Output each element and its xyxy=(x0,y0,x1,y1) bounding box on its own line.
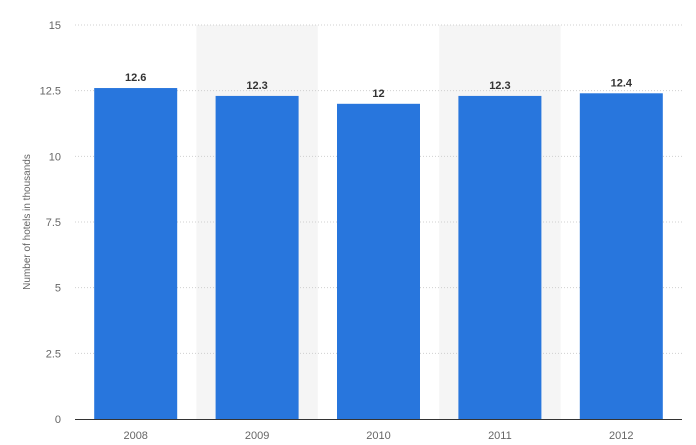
bars xyxy=(94,88,663,420)
data-label: 12.6 xyxy=(125,72,146,84)
x-axis-ticks: 2008 2009 2010 2011 2012 xyxy=(123,430,633,442)
y-tick-label: 0 xyxy=(55,414,61,426)
x-tick-label: 2010 xyxy=(366,430,390,442)
data-labels: 12.6 12.3 12 12.3 12.4 xyxy=(125,72,633,100)
y-tick-label: 2.5 xyxy=(46,348,61,360)
bar-2008[interactable] xyxy=(94,88,178,419)
y-tick-label: 5 xyxy=(55,283,61,295)
y-tick-label: 10 xyxy=(49,151,61,163)
bar-2009[interactable] xyxy=(215,95,299,420)
x-tick-label: 2012 xyxy=(609,430,633,442)
data-label: 12.3 xyxy=(489,80,510,92)
y-tick-label: 7.5 xyxy=(46,217,61,229)
data-label: 12.3 xyxy=(246,80,267,92)
x-tick-label: 2011 xyxy=(488,430,512,442)
y-tick-label: 15 xyxy=(49,20,61,32)
y-axis-ticks: 0 2.5 5 7.5 10 12.5 15 xyxy=(40,20,61,426)
bar-2012[interactable] xyxy=(579,93,663,419)
data-label: 12 xyxy=(372,88,384,100)
data-label: 12.4 xyxy=(611,77,633,89)
bar-2010[interactable] xyxy=(337,103,420,420)
x-tick-label: 2008 xyxy=(123,430,147,442)
y-tick-label: 12.5 xyxy=(40,86,61,98)
bar-2011[interactable] xyxy=(458,95,542,420)
y-axis-label: Number of hotels in thousands xyxy=(22,154,33,290)
x-tick-label: 2009 xyxy=(245,430,269,442)
